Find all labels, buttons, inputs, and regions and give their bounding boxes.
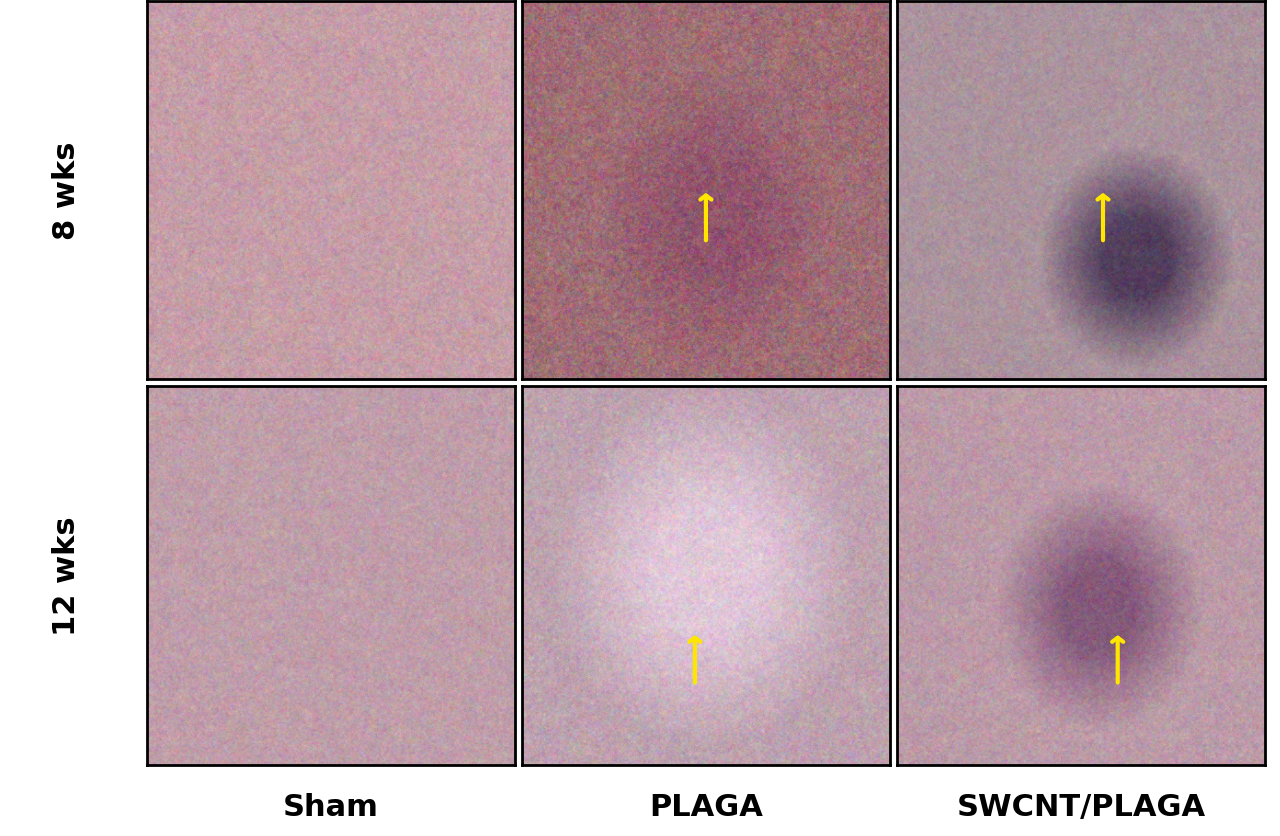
Text: 8 wks: 8 wks [52, 141, 81, 240]
Text: Sham: Sham [283, 792, 379, 821]
Text: 12 wks: 12 wks [52, 516, 81, 635]
Text: PLAGA: PLAGA [649, 792, 763, 821]
Text: SWCNT/PLAGA: SWCNT/PLAGA [956, 792, 1206, 821]
